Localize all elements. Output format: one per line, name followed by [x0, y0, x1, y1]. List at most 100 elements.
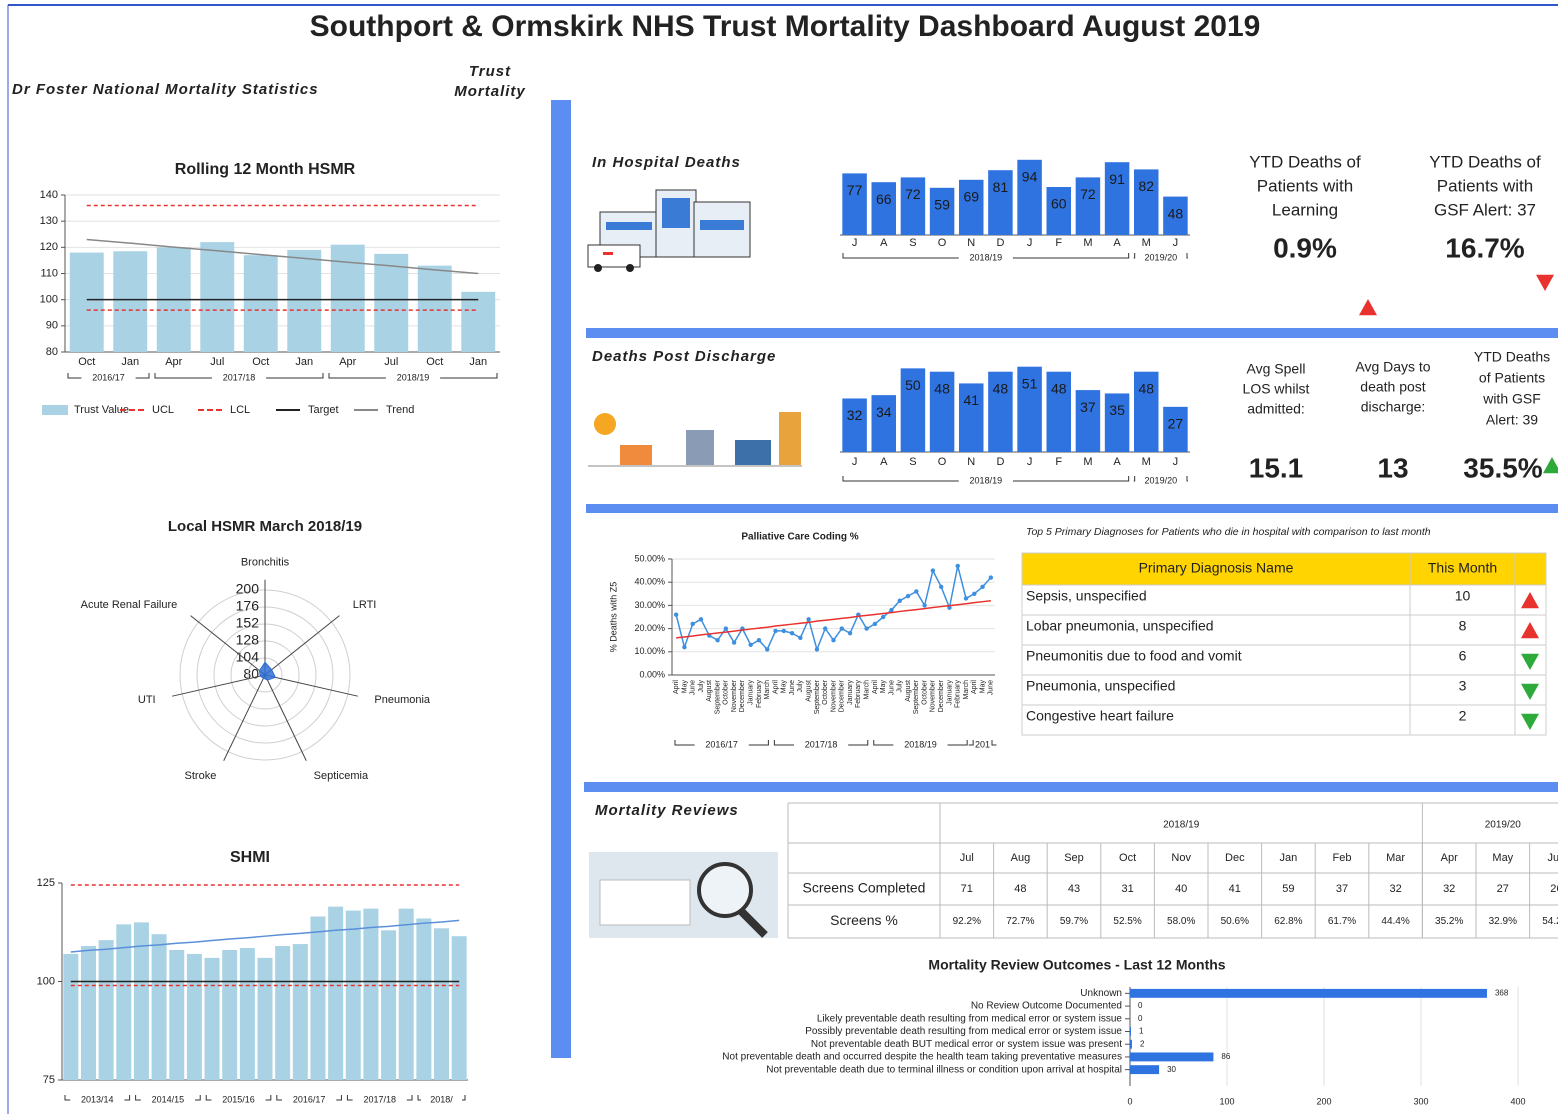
x-tick-label: September: [913, 679, 920, 714]
spoke: [265, 616, 339, 675]
r-tick-label: 128: [236, 632, 260, 648]
x-tick-label: Jan: [121, 356, 139, 368]
kpi-label: Avg Days to: [1355, 359, 1430, 375]
data-label: 48: [1051, 380, 1067, 396]
point: [889, 608, 893, 612]
group-label: 2018/19: [970, 252, 1003, 262]
x-tick-label: March: [863, 680, 870, 700]
x-tick-label: 400: [1510, 1096, 1525, 1106]
point: [798, 636, 802, 640]
cell: 59.7%: [1060, 916, 1088, 927]
bar: [222, 950, 237, 1080]
group-label: 2016/17: [92, 372, 125, 382]
y-tick-label: 50.00%: [634, 553, 665, 563]
x-tick-label: June: [888, 680, 895, 695]
cell: 40: [1175, 883, 1187, 895]
x-tick-label: May: [781, 680, 788, 694]
x-tick-label: S: [909, 237, 916, 249]
x-tick-label: July: [897, 680, 904, 693]
hospital-icon: [588, 190, 750, 272]
x-tick-label: J: [852, 456, 858, 468]
x-tick-label: Jul: [384, 356, 398, 368]
kpi-value: 35.5%: [1463, 452, 1542, 483]
point: [906, 594, 910, 598]
point: [898, 599, 902, 603]
data-label: 41: [963, 392, 979, 408]
cell: 32: [1443, 883, 1455, 895]
y-axis-label: % Deaths with Z5: [608, 582, 618, 653]
x-tick-label: October: [921, 679, 928, 705]
point: [931, 568, 935, 572]
chart-title: Mortality Review Outcomes - Last 12 Mont…: [928, 957, 1225, 973]
column-header: Primary Diagnosis Name: [1139, 560, 1294, 576]
data-label: 72: [905, 186, 921, 202]
group-label: 2017/18: [223, 372, 256, 382]
section-title: Mortality Reviews: [595, 802, 739, 819]
cell: 32: [1389, 883, 1401, 895]
y-tick-label: Possibly preventable death resulting fro…: [805, 1026, 1122, 1037]
data-label: 86: [1221, 1052, 1230, 1061]
cell: 8: [1459, 618, 1467, 634]
x-tick-label: Apr: [339, 356, 356, 368]
x-tick-label: M: [1083, 456, 1092, 468]
data-label: 27: [1168, 416, 1184, 432]
x-tick-label: April: [971, 680, 978, 694]
cell: 50.6%: [1221, 916, 1249, 927]
trend-arrow: [1543, 457, 1558, 473]
row-header: Screens Completed: [803, 880, 926, 896]
point: [691, 622, 695, 626]
data-label: 94: [1022, 169, 1038, 185]
section-title: Trust: [469, 63, 511, 80]
kpi-label: Patients with: [1437, 176, 1533, 195]
bar: [418, 266, 452, 352]
cell: 37: [1336, 883, 1348, 895]
year-header: 2019/20: [1485, 820, 1522, 831]
y-tick-label: 110: [40, 267, 58, 279]
point: [964, 596, 968, 600]
y-tick-label: 100: [37, 975, 55, 987]
y-tick-label: 90: [46, 320, 58, 332]
x-tick-label: 200: [1316, 1096, 1331, 1106]
cell: 72.7%: [1006, 916, 1034, 927]
x-tick-label: October: [822, 679, 829, 705]
kpi-label: YTD Deaths of: [1249, 152, 1361, 171]
bar: [169, 950, 184, 1080]
point: [972, 592, 976, 596]
cell: Pneumonitis due to food and vomit: [1026, 648, 1242, 664]
legend-label: Target: [308, 404, 339, 416]
group-label: 2019/20: [1145, 475, 1178, 485]
point: [773, 629, 777, 633]
bar: [1130, 1052, 1213, 1061]
kpi-label: LOS whilst: [1243, 381, 1310, 397]
month-header: Dec: [1225, 852, 1245, 864]
group-label: 2017/18: [363, 1094, 396, 1104]
group-label: 201: [975, 739, 990, 749]
series-line: [676, 566, 991, 650]
group-label: 2016/17: [293, 1094, 326, 1104]
x-tick-label: May: [880, 680, 887, 694]
kpi-label: YTD Deaths: [1474, 349, 1550, 365]
bar: [452, 936, 467, 1080]
bar: [1130, 989, 1487, 998]
x-tick-label: April: [673, 680, 680, 694]
x-tick-label: Jan: [295, 356, 313, 368]
x-tick-label: April: [872, 680, 879, 694]
year-header: 2018/19: [1163, 820, 1200, 831]
divider: [586, 328, 1558, 338]
data-label: 48: [934, 380, 950, 396]
x-tick-label: June: [690, 680, 697, 695]
y-tick-label: 0.00%: [639, 669, 665, 679]
cell: 59: [1282, 883, 1294, 895]
y-tick-label: 125: [37, 877, 55, 889]
point: [914, 589, 918, 593]
section-title: Mortality: [454, 83, 526, 100]
cell: 62.8%: [1274, 916, 1302, 927]
point: [790, 631, 794, 635]
kpi-label: Avg Spell: [1247, 361, 1306, 377]
kpi-value: 15.1: [1249, 452, 1304, 483]
spoke: [224, 675, 265, 761]
x-tick-label: January: [946, 680, 953, 705]
point: [674, 612, 678, 616]
bar: [257, 958, 272, 1080]
cell: 48: [1014, 883, 1026, 895]
